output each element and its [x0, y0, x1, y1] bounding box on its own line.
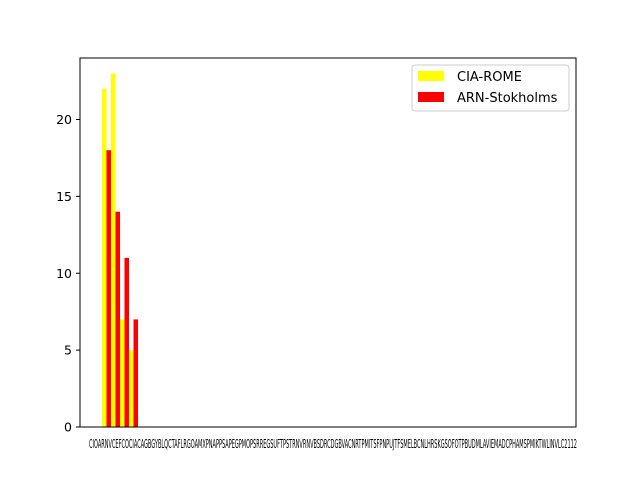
plot-frame: [79, 57, 577, 428]
bar-cia-rome-vce: [129, 350, 134, 427]
bar-cia-rome-cio: [102, 88, 107, 427]
y-tick-label: 10: [56, 266, 72, 281]
legend-box: [411, 64, 570, 112]
legend-label-arn-stokholms: ARN-Stokholms: [457, 91, 558, 106]
bar-cia-rome-cia: [111, 73, 116, 427]
bar-arn-stokholms-vce: [133, 319, 138, 427]
y-axis-ticks: 0 5 10 15 20: [56, 112, 80, 435]
bars-group: [102, 73, 138, 427]
legend-swatch-arn-stokholms: [418, 92, 444, 102]
legend: CIA-ROME ARN-Stokholms: [411, 64, 570, 112]
y-tick-label: 5: [64, 343, 72, 358]
bar-arn-stokholms-cia: [115, 211, 120, 427]
legend-swatch-cia-rome: [418, 71, 444, 81]
y-tick-label: 0: [64, 420, 72, 435]
legend-label-cia-rome: CIA-ROME: [457, 70, 522, 85]
x-tick-labels: CIOARNVCEFCOCIACAGBGYBLQCTAFLRGOAMXPNAPP…: [89, 436, 577, 451]
bar-cia-rome-arn: [120, 319, 125, 427]
y-tick-label: 20: [56, 112, 72, 127]
bar-arn-stokholms-arn: [124, 257, 129, 427]
bar-arn-stokholms-cio: [106, 150, 111, 427]
y-tick-label: 15: [56, 189, 72, 204]
